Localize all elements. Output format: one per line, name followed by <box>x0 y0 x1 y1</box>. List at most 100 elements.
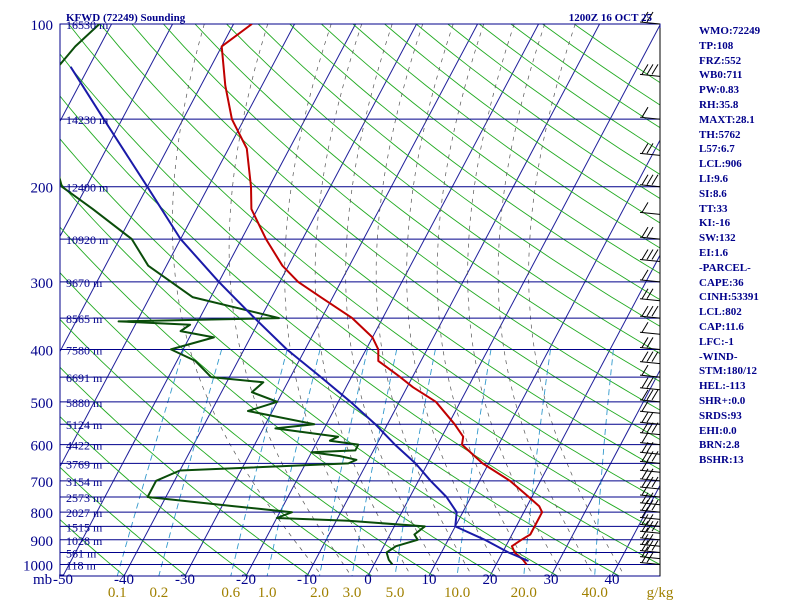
moist-adiabat-line <box>314 24 412 576</box>
mixing-ratio-line <box>116 349 185 576</box>
isotherm-line <box>123 24 418 576</box>
temperature-profile <box>220 24 544 566</box>
height-label: 16530 m <box>66 18 109 32</box>
wind-barb <box>639 249 661 262</box>
isotherm-line <box>0 24 51 576</box>
wind-barb <box>639 422 661 436</box>
wind-barb <box>639 451 661 464</box>
isotherm-line <box>60 24 113 123</box>
dewpoint-profile <box>60 24 426 566</box>
dry-adiabat-line <box>60 138 620 576</box>
wind-barb <box>639 411 661 425</box>
mixing-ratio-tick-label: 40.0 <box>582 585 608 600</box>
stat-row: SI:8.6 <box>699 187 727 200</box>
height-label: 561 m <box>66 547 97 561</box>
dry-adiabat-line <box>163 24 660 411</box>
stat-row: -WIND- <box>699 350 738 363</box>
isotherm-line <box>489 254 660 576</box>
chart-time: 1200Z 16 OCT 25 <box>569 12 653 24</box>
stat-row: SRDS:93 <box>699 409 742 422</box>
dry-adiabat-line <box>257 24 660 327</box>
height-label: 14230 m <box>66 113 109 127</box>
stat-row: RH:35.8 <box>699 98 739 111</box>
height-label: 1515 m <box>66 520 103 534</box>
stat-row: TH:5762 <box>699 128 741 141</box>
pressure-tick-label: 600 <box>31 439 54 455</box>
stat-row: EI:1.6 <box>699 246 729 259</box>
wind-barb <box>639 499 661 513</box>
stat-row: LCL:906 <box>699 158 742 171</box>
stat-row: TP:108 <box>699 39 734 52</box>
temperature-tick-label: 0 <box>364 572 372 588</box>
dry-adiabat-line <box>194 24 660 383</box>
isotherm-line <box>60 24 174 238</box>
stat-row: TT:33 <box>699 202 728 215</box>
wind-barb <box>639 337 661 350</box>
dry-adiabat-line <box>60 272 435 576</box>
mixing-ratio-tick-label: 10.0 <box>444 585 470 600</box>
wind-barb <box>639 484 661 498</box>
mixing-ratio-tick-label: 0.2 <box>149 585 168 600</box>
height-label: 3154 m <box>66 475 103 489</box>
height-label: 118 m <box>66 559 97 573</box>
stat-row: CINH:53391 <box>699 291 759 304</box>
height-label: 12400 m <box>66 181 109 195</box>
mixing-ratio-line <box>158 349 223 576</box>
wind-barb <box>639 202 661 215</box>
moist-adiabat-line <box>345 24 442 576</box>
dry-adiabat-line <box>60 366 311 576</box>
temperature-tick-label: -40 <box>114 572 134 588</box>
mixing-ratio-tick-label: 1.0 <box>258 585 277 600</box>
wind-barb <box>639 540 661 554</box>
pressure-tick-label: 400 <box>31 343 54 359</box>
height-label: 9670 m <box>66 276 103 290</box>
isotherm-line <box>184 24 479 576</box>
mixing-ratio-line <box>456 349 492 576</box>
wind-barb <box>639 552 661 566</box>
height-label: 1028 m <box>66 534 103 548</box>
wind-barb <box>639 305 661 319</box>
pressure-tick-label: 700 <box>31 475 54 491</box>
stat-row: L57:6.7 <box>699 143 735 156</box>
temperature-tick-label: -10 <box>297 572 317 588</box>
isotherm-line <box>62 24 357 576</box>
parcel-profile <box>69 66 529 562</box>
dry-adiabat-line <box>60 53 660 533</box>
dry-adiabat-line <box>60 181 558 576</box>
pressure-unit-label: mb <box>33 572 52 588</box>
temperature-tick-label: -50 <box>53 572 73 588</box>
wind-barb <box>639 174 661 188</box>
stats-panel: WMO:72249 TP:108 FRZ:552 WB0:711 PW:0.83 RH:3… <box>699 24 799 468</box>
dry-adiabat-line <box>60 318 373 576</box>
moist-adiabat-line <box>436 24 534 576</box>
wind-barb <box>639 11 661 25</box>
dry-adiabat-line <box>289 24 660 301</box>
wind-barb <box>639 389 661 403</box>
wind-barb <box>639 432 661 446</box>
moist-adiabat-line <box>467 24 564 576</box>
isobar-lines <box>59 23 661 577</box>
stat-row: -PARCEL- <box>699 261 751 274</box>
isotherm-line <box>60 24 296 468</box>
pressure-tick-label: 900 <box>31 534 54 550</box>
stat-row: MAXT:28.1 <box>699 113 755 126</box>
stat-row: CAPE:36 <box>699 276 744 289</box>
dry-adiabat-line <box>60 466 187 576</box>
mixing-ratio-line <box>319 349 368 576</box>
sounding-profiles <box>60 24 544 566</box>
stat-row: SHR+:0.0 <box>699 394 746 407</box>
height-label: 8565 m <box>66 312 103 326</box>
stat-row: BRN:2.8 <box>699 439 740 452</box>
stat-row: HEL:-113 <box>699 380 746 393</box>
temperature-tick-label: 40 <box>605 572 620 588</box>
temperature-tick-label: 10 <box>422 572 437 588</box>
isotherm-line <box>245 24 540 576</box>
moist-adiabat-line <box>528 24 625 576</box>
dry-adiabat-line <box>60 226 496 576</box>
isotherm-line <box>428 139 660 576</box>
height-label: 3769 m <box>66 457 103 471</box>
stat-row: WMO:72249 <box>699 25 761 37</box>
height-label: 2027 m <box>66 506 103 520</box>
stat-row: STM:180/12 <box>699 365 758 378</box>
